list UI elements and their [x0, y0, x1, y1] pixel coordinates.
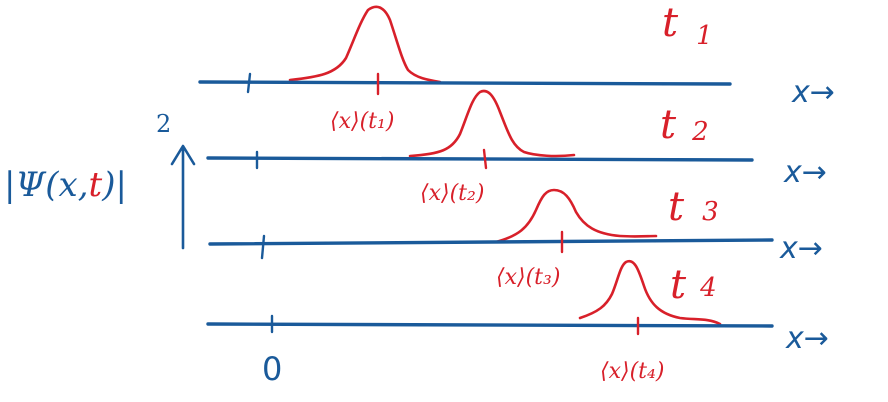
x-axis-label-2: x→	[783, 155, 827, 190]
origin-label: 0	[262, 350, 282, 388]
wave-packet-2	[408, 89, 576, 158]
x-axis-line-4	[206, 322, 774, 328]
mean-label-1: ⟨x⟩(t₁)	[330, 109, 394, 134]
x-axis-line-3	[208, 238, 774, 246]
mean-label-3: ⟨x⟩(t₃)	[496, 265, 560, 290]
mean-label-2: ⟨x⟩(t₂)	[420, 181, 484, 206]
y-axis-label-group: |Ψ(x,t)| 2	[4, 110, 196, 250]
mean-label-4: ⟨x⟩(t₄)	[600, 359, 664, 384]
y-axis-exponent: 2	[156, 110, 171, 138]
mean-tick-2	[482, 148, 488, 170]
x-axis-label-3: x→	[779, 231, 823, 266]
x-axis-line-1	[198, 80, 732, 86]
y-axis-label: |Ψ(x,t)|	[4, 165, 127, 205]
origin-tick-3	[260, 234, 266, 260]
x-axis-line-2	[206, 156, 754, 162]
wave-packet-3	[494, 188, 658, 244]
up-arrow-icon	[170, 144, 196, 250]
x-axis-label-4: x→	[785, 321, 829, 356]
wave-packet-4	[578, 259, 722, 326]
origin-tick-1	[246, 72, 252, 94]
wave-packet-1	[288, 5, 442, 84]
x-axis-label-1: x→	[791, 75, 835, 110]
